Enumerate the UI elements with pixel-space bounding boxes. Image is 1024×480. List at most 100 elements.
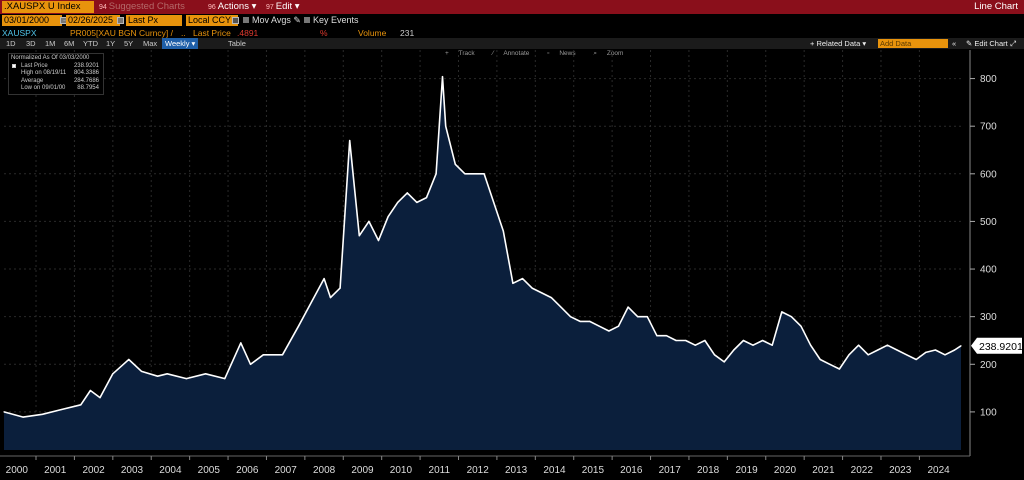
x-tick-label: 2009 — [351, 465, 374, 476]
volume-label: Volume — [358, 28, 387, 38]
y-tick-label: 200 — [980, 360, 997, 371]
data-point — [838, 368, 841, 370]
y-axis: 100 200 300 400 500 600 700 800 — [969, 50, 997, 456]
edit-chart-button[interactable]: ✎ Edit Chart — [966, 38, 1008, 49]
data-point — [569, 316, 572, 318]
related-data-button[interactable]: + Related Data ▾ — [810, 38, 866, 49]
data-point — [473, 173, 476, 175]
data-point — [944, 354, 946, 356]
mov-avgs-toggle[interactable]: Mov Avgs ✎ — [243, 15, 301, 26]
annotate-tool[interactable]: ⁄ Annotate — [492, 50, 537, 57]
data-point — [906, 354, 908, 356]
period-1d[interactable]: 1D — [6, 39, 16, 48]
x-tick-label: 2024 — [927, 465, 950, 476]
data-point — [733, 349, 735, 351]
x-tick-label: 2012 — [467, 465, 490, 476]
track-tool[interactable]: + Track — [445, 50, 483, 57]
data-point — [781, 311, 783, 313]
key-events-toggle[interactable]: Key Events — [304, 15, 359, 26]
price-field-select[interactable]: Last Px — [126, 15, 182, 26]
x-tick-label: 2004 — [159, 465, 182, 476]
y-tick-label: 100 — [980, 407, 997, 418]
data-point — [637, 316, 639, 318]
data-point — [483, 173, 485, 175]
security-ticker-field[interactable]: .XAUSPX U Index — [2, 1, 94, 13]
add-data-input[interactable]: Add Data — [878, 39, 948, 48]
data-point — [80, 404, 82, 406]
edit-menu[interactable]: 97 Edit ▾ — [266, 1, 300, 13]
period-5y[interactable]: 5Y — [124, 39, 134, 48]
data-point — [416, 201, 418, 203]
news-label: News — [559, 50, 576, 57]
data-point — [589, 320, 591, 322]
chart-type-label: Line Chart — [974, 1, 1018, 12]
data-point — [560, 306, 562, 308]
period-1y[interactable]: 1Y — [106, 39, 116, 48]
actions-menu[interactable]: 96 Actions ▾ — [206, 1, 256, 13]
table-button[interactable]: Table — [228, 39, 246, 48]
legend-label: High on 08/19/11 — [21, 70, 67, 76]
suggested-charts-menu[interactable]: 94 Suggested Charts — [96, 1, 204, 13]
y-tick-label: 500 — [980, 217, 997, 228]
period-3d[interactable]: 3D — [26, 39, 36, 48]
annotate-icon: ⁄ — [492, 50, 496, 57]
x-tick-label: 2003 — [121, 465, 144, 476]
collapse-icon[interactable]: « — [952, 39, 957, 48]
currency-select[interactable]: Local CCY — [186, 15, 238, 26]
title-bar: .XAUSPX U Index 94 Suggested Charts 96 Act… — [0, 0, 1024, 14]
last-price-value: .4891 — [237, 28, 259, 38]
volume-value: 231 — [400, 28, 415, 38]
data-point — [608, 330, 610, 332]
expand-icon[interactable]: ⤢ — [1010, 39, 1016, 48]
data-point — [297, 325, 300, 327]
end-date-field[interactable]: 02/26/2025 — [66, 15, 120, 26]
annotate-label: Annotate — [503, 50, 530, 57]
x-tick-label: 2010 — [390, 465, 413, 476]
frequency-select[interactable]: Weekly ▾ — [162, 38, 199, 49]
data-point — [397, 201, 399, 203]
data-point — [762, 339, 764, 342]
chart-legend: Normalized As Of 03/03/2000 Last Price 23… — [8, 53, 104, 95]
period-max[interactable]: Max — [143, 39, 158, 48]
data-point — [128, 358, 130, 361]
end-calendar-icon[interactable] — [117, 17, 124, 24]
data-point — [157, 375, 159, 377]
period-ytd[interactable]: YTD — [83, 39, 98, 48]
data-point — [858, 344, 860, 346]
news-icon: ▫ — [547, 50, 552, 57]
data-point — [240, 342, 242, 344]
legend-swatch — [12, 64, 16, 68]
news-tool[interactable]: ▫ News — [547, 50, 583, 57]
data-point — [627, 306, 629, 308]
series-area-fill — [4, 76, 961, 450]
data-point — [3, 411, 5, 413]
start-date-field[interactable]: 03/01/2000 — [2, 15, 62, 26]
period-1m[interactable]: 1M — [45, 39, 56, 48]
data-point — [323, 278, 325, 280]
x-tick-label: 2022 — [851, 465, 874, 476]
data-point — [685, 339, 687, 342]
data-point — [22, 416, 24, 418]
x-tick-label: 2014 — [543, 465, 566, 476]
x-tick-label: 2001 — [44, 465, 67, 476]
data-point — [89, 389, 91, 392]
x-tick-label: 2011 — [429, 465, 451, 476]
data-point — [281, 354, 284, 356]
period-6m[interactable]: 6M — [64, 39, 75, 48]
zoom-tool[interactable]: ⌕ Zoom — [593, 50, 631, 57]
data-point — [675, 339, 677, 342]
data-point — [521, 278, 524, 280]
data-point — [656, 335, 658, 337]
data-point — [867, 354, 869, 356]
crosshair-icon: + — [445, 50, 451, 57]
last-value-label: 238.9201 — [979, 341, 1023, 353]
data-point — [742, 339, 745, 342]
data-point — [810, 344, 812, 346]
data-point — [531, 287, 533, 289]
currency-dropdown-icon[interactable] — [232, 17, 239, 24]
key-events-checkbox-icon — [304, 17, 310, 23]
legend-value: 804.3386 — [73, 70, 99, 76]
data-point — [166, 373, 168, 375]
x-tick-label: 2020 — [774, 465, 797, 476]
